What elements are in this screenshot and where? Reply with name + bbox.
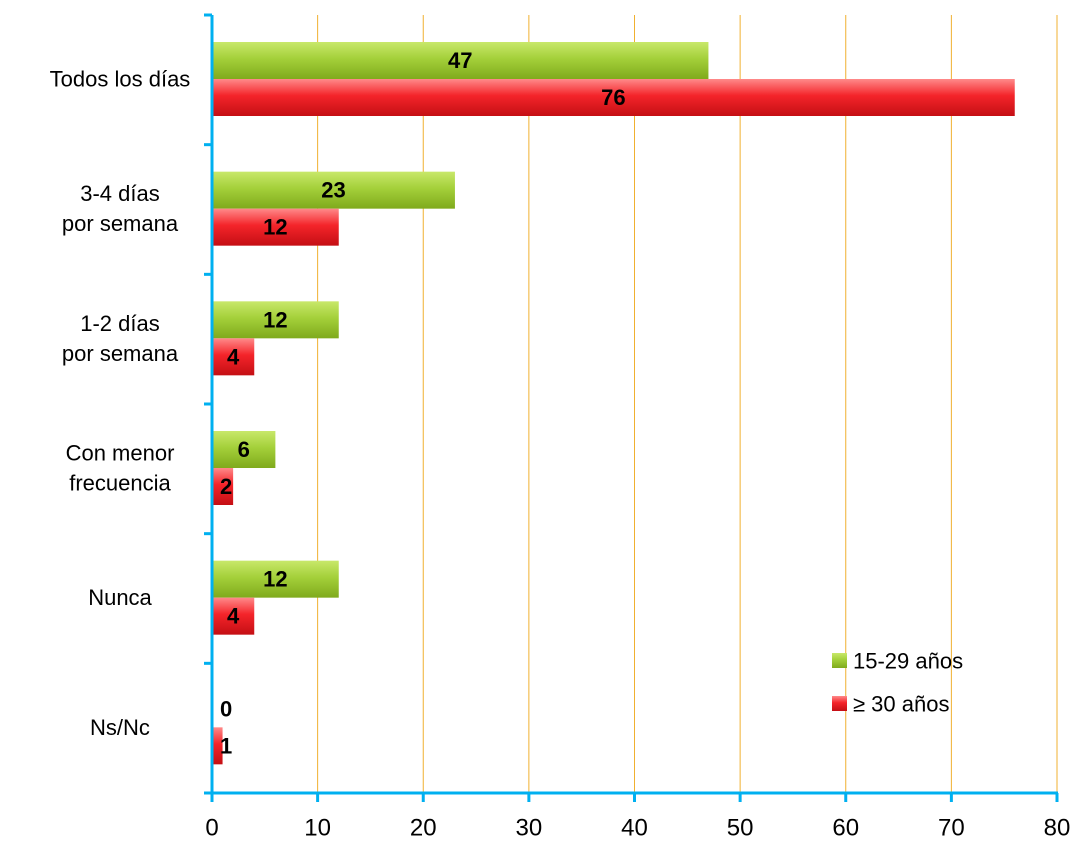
axes bbox=[204, 13, 1059, 802]
bars bbox=[212, 42, 1015, 765]
data-label: 2 bbox=[220, 474, 232, 499]
x-tick-label: 80 bbox=[1044, 815, 1071, 842]
bar-series-1 bbox=[212, 560, 339, 598]
data-label: 6 bbox=[238, 437, 250, 462]
legend-label: 15-29 años bbox=[853, 649, 963, 674]
x-tick-labels: 0 10 20 30 40 50 60 70 80 bbox=[205, 815, 1070, 842]
bar-series-1 bbox=[212, 171, 455, 209]
x-tick-label: 10 bbox=[304, 815, 331, 842]
data-label: 47 bbox=[448, 48, 472, 73]
data-label: 0 bbox=[220, 696, 232, 721]
x-tick-label: 30 bbox=[516, 815, 543, 842]
legend: 15-29 años ≥ 30 años bbox=[832, 649, 963, 717]
category-label: Nunca bbox=[88, 585, 152, 610]
data-label: 23 bbox=[321, 178, 345, 203]
category-label: 1-2 días bbox=[80, 311, 160, 336]
category-labels: Todos los días 3-4 días por semana 1-2 días… bbox=[50, 67, 191, 740]
legend-label: ≥ 30 años bbox=[853, 692, 949, 717]
data-label: 12 bbox=[263, 215, 287, 240]
x-tick-label: 60 bbox=[832, 815, 859, 842]
bar-series-2 bbox=[212, 727, 223, 765]
category-label: frecuencia bbox=[69, 471, 171, 496]
data-label: 4 bbox=[227, 604, 240, 629]
category-label: Todos los días bbox=[50, 67, 191, 92]
category-label: 3-4 días bbox=[80, 181, 160, 206]
category-label: Ns/Nc bbox=[90, 715, 150, 740]
category-label: Con menor bbox=[66, 441, 175, 466]
data-label: 12 bbox=[263, 567, 287, 592]
x-tick-label: 40 bbox=[621, 815, 648, 842]
legend-swatch bbox=[832, 653, 847, 668]
data-labels: 47 76 23 12 12 4 62 12 4 0 1 bbox=[220, 48, 626, 758]
legend-swatch bbox=[832, 696, 847, 711]
bar-series-1 bbox=[212, 301, 339, 339]
data-label: 76 bbox=[601, 85, 625, 110]
data-label: 12 bbox=[263, 307, 287, 332]
bar-series-1 bbox=[212, 431, 276, 468]
x-tick-label: 20 bbox=[410, 815, 437, 842]
category-label: por semana bbox=[62, 341, 179, 366]
bar-series-2 bbox=[212, 208, 339, 246]
data-label: 4 bbox=[227, 344, 240, 369]
bar-series-2 bbox=[212, 338, 255, 376]
category-label: por semana bbox=[62, 211, 179, 236]
bar-series-2 bbox=[212, 468, 234, 505]
x-tick-label: 50 bbox=[727, 815, 754, 842]
bar-series-1 bbox=[212, 42, 709, 79]
x-tick-label: 0 bbox=[205, 815, 218, 842]
bar-series-2 bbox=[212, 597, 255, 635]
x-tick-label: 70 bbox=[938, 815, 965, 842]
data-label: 1 bbox=[220, 733, 232, 758]
bar-series-2 bbox=[212, 79, 1015, 116]
gridlines bbox=[317, 15, 1058, 793]
